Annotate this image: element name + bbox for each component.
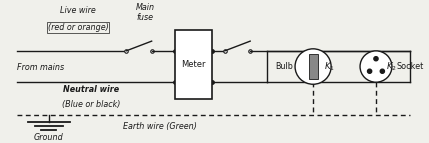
Text: Earth wire (Green): Earth wire (Green)	[123, 122, 197, 131]
Text: $K_2$: $K_2$	[387, 61, 398, 74]
Text: (Blue or black): (Blue or black)	[62, 100, 120, 109]
Text: Bulb: Bulb	[275, 62, 293, 71]
Ellipse shape	[374, 57, 378, 61]
Ellipse shape	[380, 69, 384, 73]
Text: Meter: Meter	[181, 60, 206, 69]
Text: From mains: From mains	[18, 63, 65, 72]
Bar	[308, 54, 317, 79]
Text: Neutral wire: Neutral wire	[63, 85, 119, 94]
Ellipse shape	[360, 51, 392, 82]
Text: Socket: Socket	[396, 62, 423, 71]
Text: $K_1$: $K_1$	[323, 61, 335, 74]
Ellipse shape	[368, 69, 372, 73]
Text: Ground: Ground	[34, 133, 64, 142]
Bar	[175, 30, 212, 99]
Text: Main
fuse: Main fuse	[136, 3, 155, 22]
Text: (red or orange): (red or orange)	[48, 23, 109, 32]
Ellipse shape	[295, 49, 331, 84]
Text: Live wire: Live wire	[60, 6, 96, 15]
